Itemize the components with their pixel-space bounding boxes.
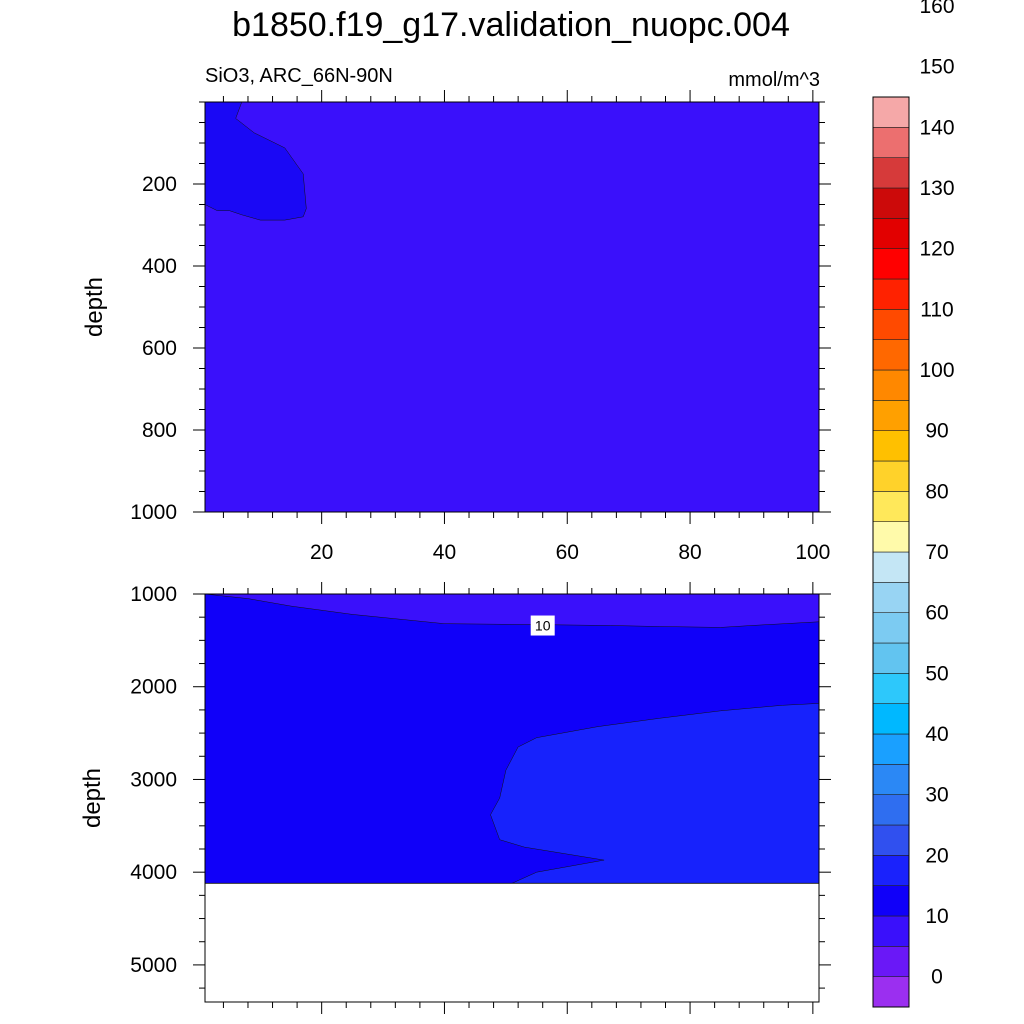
colorbar-swatch <box>872 824 910 856</box>
colorbar-swatch <box>872 400 910 431</box>
y-tick-label: 200 <box>142 173 177 196</box>
seafloor-mask <box>205 883 819 1002</box>
y-tick-label: 5000 <box>130 954 177 977</box>
colorbar-swatch <box>872 187 910 219</box>
x-tick-label: 80 <box>678 541 701 564</box>
colorbar-swatch <box>872 521 910 553</box>
figure-title: b1850.f19_g17.validation_nuopc.004 <box>232 6 790 44</box>
colorbar-swatch <box>872 218 910 249</box>
colorbar-label: 140 <box>919 116 954 139</box>
x-tick-label: 20 <box>310 541 333 564</box>
lower-plot-area: 10 <box>204 593 820 1002</box>
colorbar-label: 130 <box>919 177 954 200</box>
colorbar-swatch <box>872 946 910 977</box>
colorbar-label: 90 <box>925 420 948 443</box>
colorbar-label: 50 <box>925 662 948 685</box>
upper-y-axis-label: depth <box>81 277 108 337</box>
x-tick-label: 40 <box>433 541 456 564</box>
colorbar-swatch <box>872 976 910 1008</box>
x-tick-label: 100 <box>795 541 830 564</box>
colorbar-label: 20 <box>925 844 948 867</box>
colorbar-swatch <box>872 733 910 765</box>
colorbar-swatch <box>872 551 910 583</box>
y-tick-label: 1000 <box>130 583 177 606</box>
colorbar-swatch <box>872 612 910 644</box>
y-tick-label: 800 <box>142 419 177 442</box>
colorbar-swatch <box>872 248 910 280</box>
colorbar-swatch <box>872 127 910 158</box>
colorbar-swatch <box>872 157 910 189</box>
contour-region-15-20 <box>490 703 820 884</box>
colorbar-label: 60 <box>925 602 948 625</box>
colorbar-label: 100 <box>919 359 954 382</box>
y-tick-label: 4000 <box>130 861 177 884</box>
colorbar-swatch <box>872 96 910 128</box>
lower-panel: depth 10 1000 2000 3000 4000 5000 <box>79 582 831 1014</box>
colorbar-swatch <box>872 309 910 340</box>
colorbar-swatch <box>872 794 910 826</box>
colorbar-swatch <box>872 430 910 462</box>
colorbar-swatch <box>872 582 910 613</box>
colorbar-swatch <box>872 703 910 735</box>
colorbar-label: 120 <box>919 238 954 261</box>
upper-tick-labels: 20 40 60 80 100 200 400 600 800 1000 <box>130 173 830 564</box>
y-tick-label: 2000 <box>130 676 177 699</box>
colorbar-swatch <box>872 673 910 704</box>
y-tick-label: 400 <box>142 255 177 278</box>
colorbar-label: 30 <box>925 784 948 807</box>
colorbar-label: 80 <box>925 480 948 503</box>
upper-subtitle-right: mmol/m^3 <box>728 69 820 91</box>
colorbar-swatch <box>872 278 910 310</box>
colorbar-swatch <box>872 885 910 917</box>
y-tick-label: 600 <box>142 337 177 360</box>
colorbar-swatch <box>872 764 910 795</box>
x-tick-label: 60 <box>556 541 579 564</box>
upper-plot-area <box>204 101 819 512</box>
contour-label-box <box>530 615 555 636</box>
colorbar-label: 70 <box>925 541 948 564</box>
colorbar: 0 10 20 30 40 50 60 70 80 90 100 110 120 130 140 150 160… <box>872 0 955 1008</box>
colorbar-swatch <box>872 642 910 674</box>
colorbar-label: 160 <box>919 0 954 18</box>
colorbar-swatch <box>872 491 910 522</box>
y-tick-label: 1000 <box>130 501 177 524</box>
colorbar-swatch <box>872 460 910 492</box>
colorbar-label: 150 <box>919 56 954 79</box>
contour-background <box>205 102 819 512</box>
colorbar-swatch <box>872 369 910 401</box>
lower-y-axis-label: depth <box>79 768 106 828</box>
lower-ticks <box>193 582 831 1014</box>
upper-subtitle-left: SiO3, ARC_66N-90N <box>205 65 393 87</box>
upper-ticks <box>193 90 831 524</box>
colorbar-swatch <box>872 339 910 371</box>
colorbar-swatch <box>872 915 910 947</box>
colorbar-label: 40 <box>925 723 948 746</box>
colorbar-swatch <box>872 855 910 886</box>
y-tick-label: 3000 <box>130 768 177 791</box>
upper-panel: SiO3, ARC_66N-90N mmol/m^3 depth 20 40 60 8… <box>81 65 831 564</box>
lower-tick-labels: 1000 2000 3000 4000 5000 <box>130 583 177 977</box>
colorbar-label: 110 <box>920 298 953 321</box>
plot-frame <box>204 593 820 1003</box>
contour-label: 10 <box>535 618 551 634</box>
contour-region-5-10 <box>204 101 307 221</box>
colorbar-label: 0 <box>931 966 943 989</box>
colorbar-label: 10 <box>925 905 948 928</box>
colorbar-frame <box>872 96 910 1008</box>
